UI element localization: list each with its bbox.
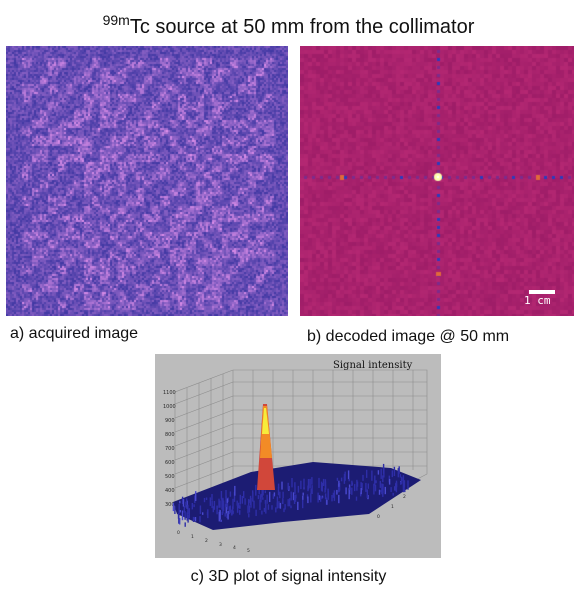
svg-text:300: 300: [165, 502, 175, 508]
svg-text:4: 4: [233, 545, 236, 551]
caption-acquired-image: a) acquired image: [10, 325, 139, 342]
svg-text:900: 900: [165, 418, 175, 424]
svg-text:700: 700: [165, 446, 175, 452]
plot-tick-labels: 1100 1000 900 800 700 600 500 400 300: [163, 390, 176, 508]
scale-bar: [529, 290, 555, 294]
plot-surface-noise: [172, 463, 409, 527]
acquired-image: [6, 46, 288, 316]
svg-text:500: 500: [165, 474, 175, 480]
svg-text:5: 5: [247, 548, 250, 554]
isotope-mass-number: 99m: [102, 12, 130, 28]
plot-axis-labels: 0 1 2 3 4 5 0 1 2: [177, 494, 406, 554]
plot-title: Signal intensity: [333, 360, 413, 371]
plot-surface-base: [173, 462, 421, 530]
scale-bar-label: 1 cm: [524, 294, 551, 307]
svg-text:600: 600: [165, 460, 175, 466]
svg-text:0: 0: [177, 530, 180, 536]
decoded-image-canvas: [300, 46, 574, 316]
caption-3d-plot: c) 3D plot of signal intensity: [190, 568, 387, 585]
svg-text:1100: 1100: [163, 390, 176, 396]
caption-decoded-image: b) decoded image @ 50 mm: [307, 328, 510, 345]
svg-text:800: 800: [165, 432, 175, 438]
svg-text:2: 2: [403, 494, 406, 500]
decoded-image: [300, 46, 574, 316]
title-text: Tc source at 50 mm from the collimator: [129, 16, 475, 38]
svg-text:1: 1: [391, 504, 394, 510]
svg-text:400: 400: [165, 488, 175, 494]
svg-text:2: 2: [205, 538, 208, 544]
plot-peak-top: [262, 408, 269, 434]
svg-text:1: 1: [191, 534, 194, 540]
svg-text:1000: 1000: [163, 404, 176, 410]
acquired-image-canvas: [6, 46, 288, 316]
svg-text:0: 0: [377, 514, 380, 520]
svg-text:3: 3: [219, 542, 222, 548]
figure-title: 99mTc source at 50 mm from the collimato…: [0, 8, 577, 39]
